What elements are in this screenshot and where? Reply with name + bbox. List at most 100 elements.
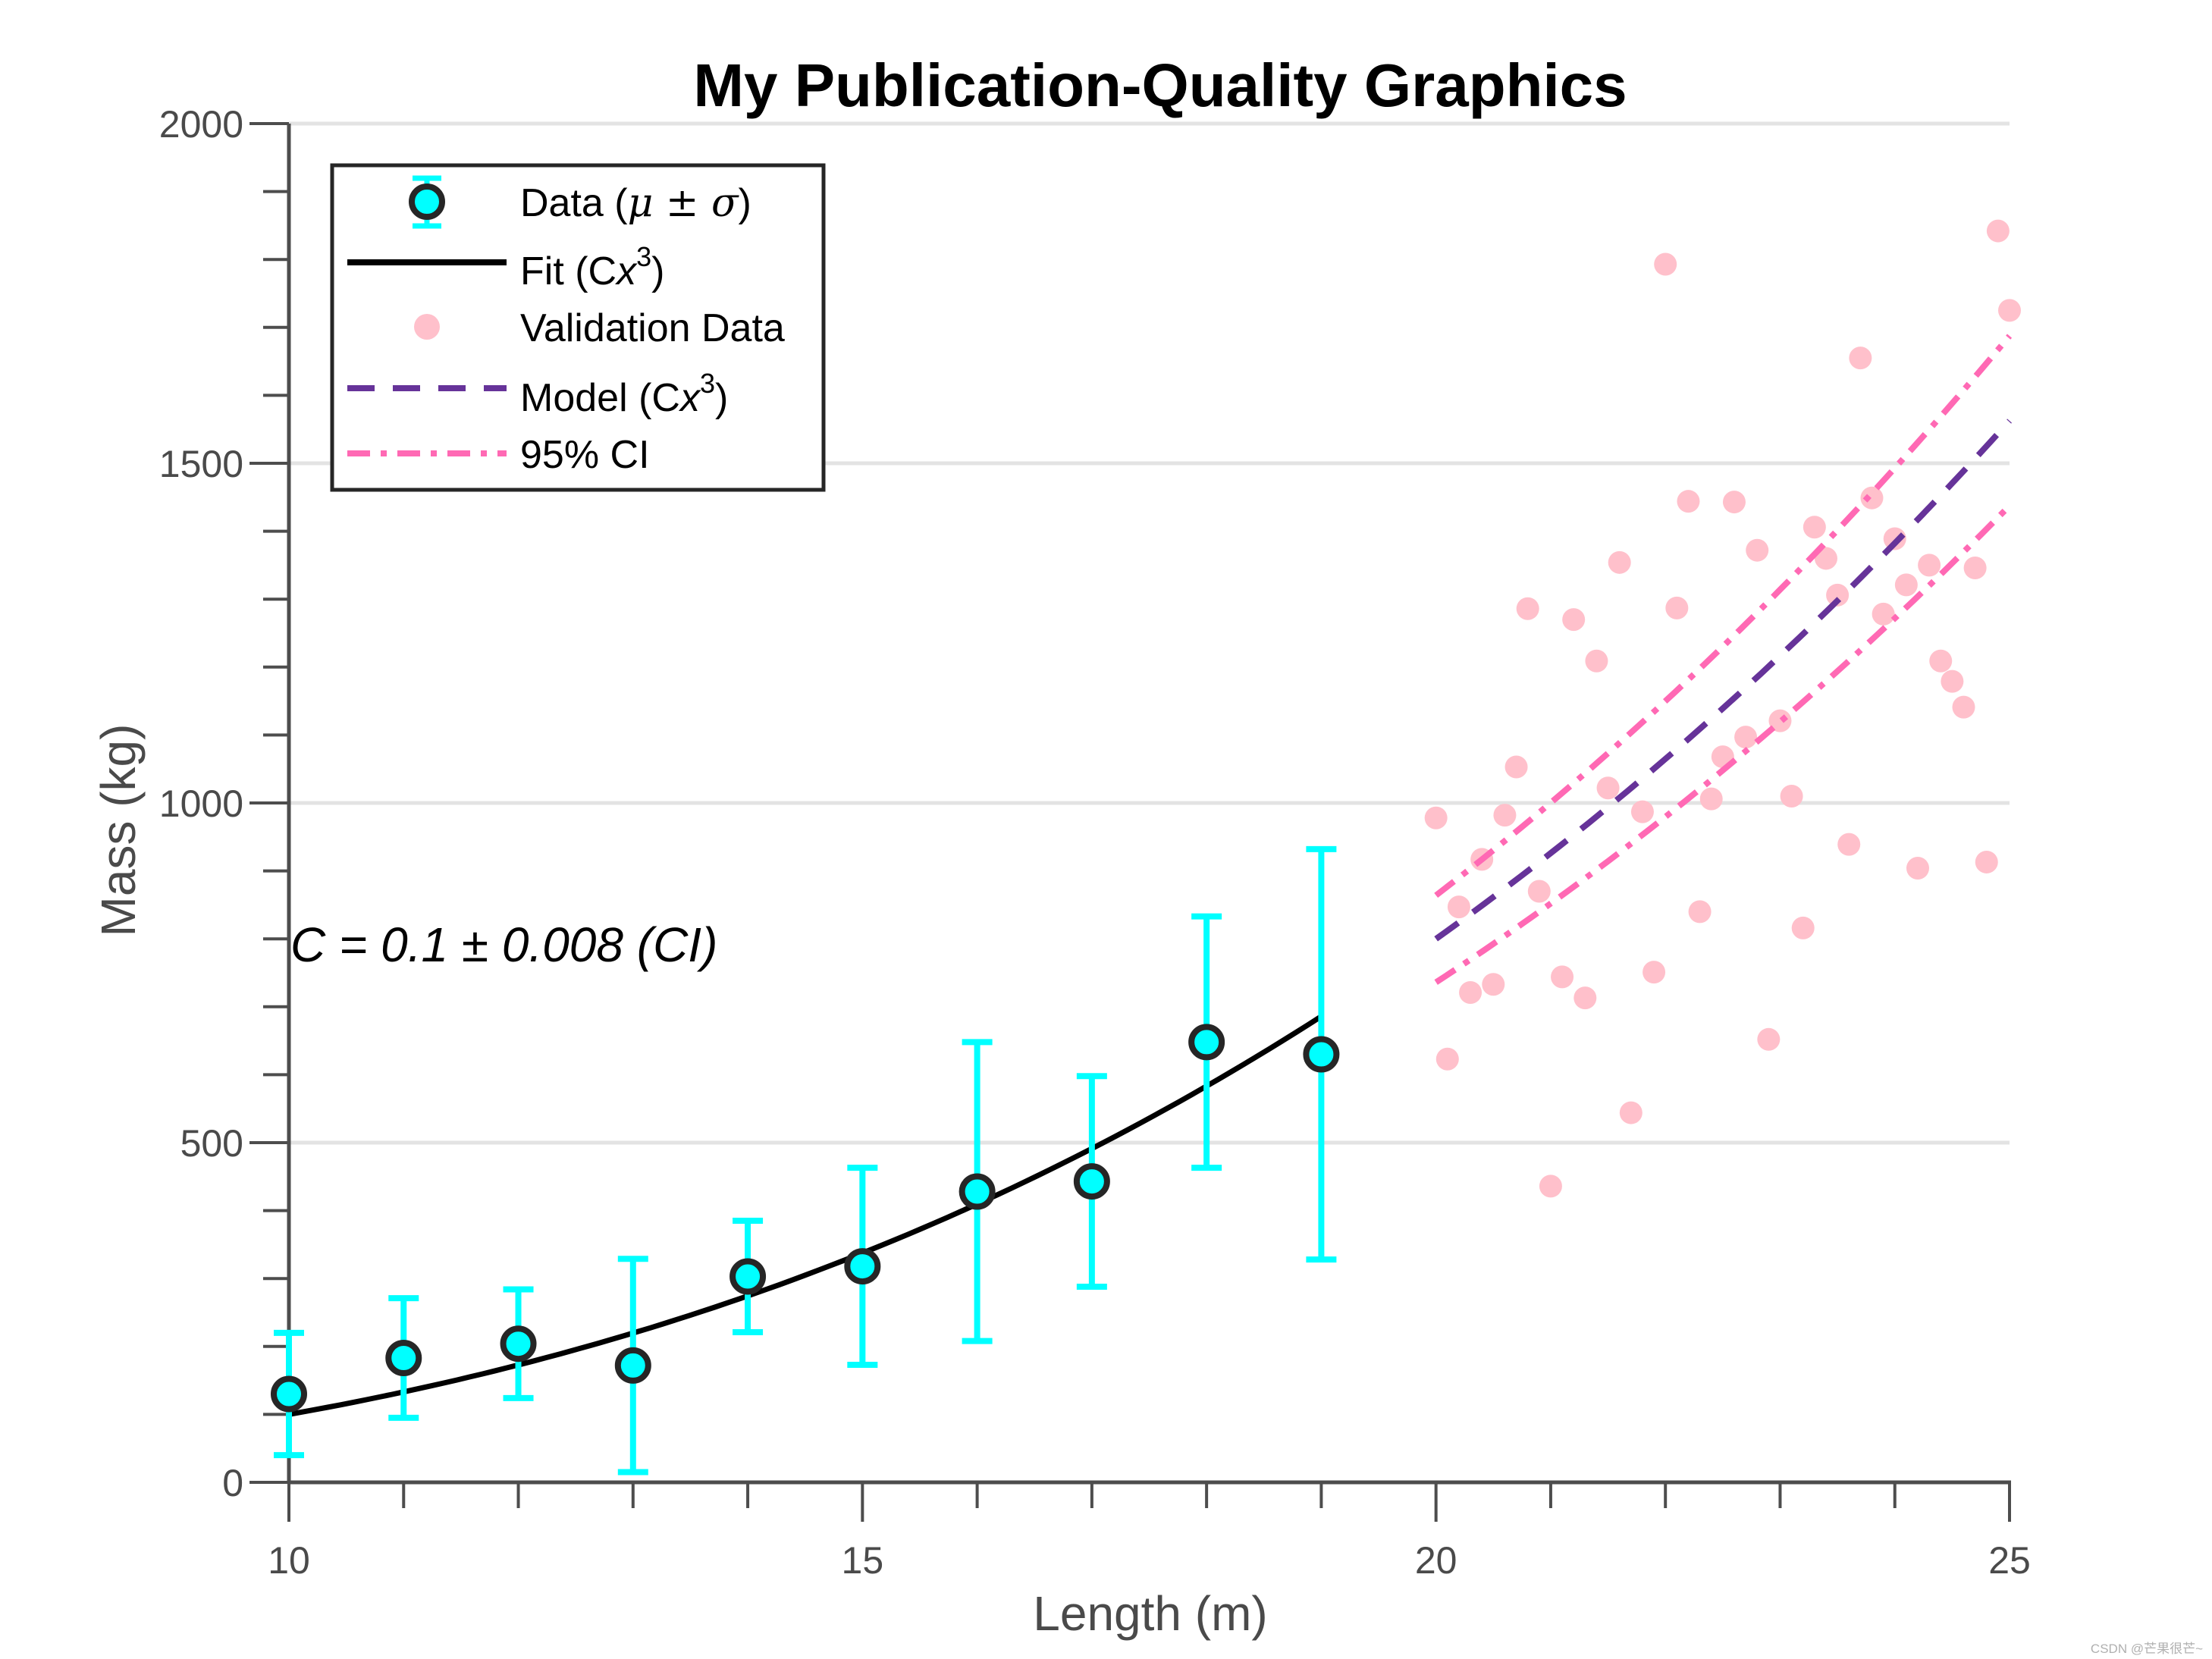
- validation-point-13: [1574, 986, 1597, 1010]
- y-tick-label-1000: 1000: [159, 782, 243, 825]
- y-tick-label-2000: 2000: [159, 103, 243, 146]
- data-point-2: [500, 1286, 537, 1401]
- plot-area: [271, 219, 2021, 1476]
- validation-point-34: [1814, 547, 1837, 570]
- validation-point-36: [1837, 833, 1861, 856]
- validation-point-32: [1791, 916, 1815, 939]
- data-marker-0: [271, 1375, 307, 1413]
- validation-point-18: [1630, 800, 1654, 823]
- data-point-1: [385, 1295, 422, 1421]
- legend-item-validation: Validation Data: [414, 306, 785, 350]
- data-marker-9: [1303, 1036, 1340, 1073]
- x-tick-label-20: 20: [1415, 1539, 1457, 1582]
- data-marker-7: [1073, 1163, 1110, 1200]
- legend-item-fit: Fit (Cx3): [347, 241, 664, 293]
- data-point-6: [959, 1039, 996, 1344]
- x-tick-label-15: 15: [842, 1539, 884, 1582]
- validation-point-30: [1768, 709, 1792, 732]
- validation-point-50: [1998, 299, 2021, 322]
- validation-point-6: [1493, 804, 1517, 827]
- validation-point-26: [1722, 491, 1746, 514]
- data-marker-2: [500, 1325, 537, 1363]
- data-marker-3: [614, 1347, 651, 1384]
- data-marker-4: [729, 1258, 767, 1295]
- fit-coefficient-annotation: C = 0.1 ± 0.008 (CI): [290, 917, 717, 972]
- data-point-4: [729, 1218, 767, 1335]
- validation-point-20: [1654, 252, 1677, 276]
- validation-point-5: [1482, 973, 1505, 996]
- validation-point-42: [1906, 857, 1929, 880]
- legend-label-validation: Validation Data: [520, 306, 785, 350]
- series-95-ci: [1434, 334, 2013, 985]
- series-validation-data: [1424, 219, 2021, 1198]
- y-tick-label-0: 0: [222, 1462, 243, 1504]
- legend-marker-data: [409, 175, 445, 229]
- series-model: [1434, 419, 2012, 942]
- legend-item-model: Model (Cx3): [347, 368, 728, 420]
- data-point-0: [271, 1329, 307, 1459]
- legend-item-ci: 95% CI: [347, 433, 650, 477]
- data-point-5: [844, 1165, 881, 1368]
- data-marker-1: [385, 1340, 422, 1377]
- legend-label-fit: Fit (Cx3): [520, 241, 664, 293]
- validation-point-1: [1435, 1047, 1459, 1071]
- ci-lower-line: [1434, 503, 2012, 985]
- validation-point-0: [1424, 806, 1448, 830]
- data-point-3: [614, 1256, 651, 1476]
- legend-label-ci: 95% CI: [520, 433, 650, 477]
- validation-point-27: [1734, 726, 1758, 749]
- legend: Data (μ ± σ) Fit (Cx3) Validation Data M…: [330, 163, 826, 492]
- validation-point-46: [1952, 695, 1975, 719]
- validation-point-23: [1688, 900, 1712, 924]
- data-point-7: [1073, 1073, 1110, 1290]
- x-tick-label-25: 25: [1988, 1539, 2031, 1582]
- validation-point-43: [1918, 554, 1941, 577]
- legend-marker-validation: [414, 314, 440, 340]
- validation-point-37: [1849, 347, 1872, 370]
- validation-point-35: [1826, 583, 1850, 607]
- validation-point-45: [1941, 670, 1964, 693]
- axes: 0 500 1000 1500 2000 10 15 20 25: [159, 103, 2031, 1582]
- x-tick-label-10: 10: [268, 1539, 310, 1582]
- validation-point-41: [1894, 573, 1918, 597]
- y-axis-label: Mass (kg): [91, 724, 146, 937]
- chart-title: My Publication-Quality Graphics: [693, 52, 1627, 119]
- validation-point-9: [1527, 880, 1551, 903]
- validation-point-48: [1975, 850, 1998, 873]
- ci-upper-line: [1434, 334, 2013, 898]
- validation-point-47: [1963, 556, 1987, 579]
- fit-line: [288, 1014, 1323, 1417]
- x-axis-label: Length (m): [1033, 1586, 1267, 1641]
- y-tick-label-1500: 1500: [159, 443, 243, 485]
- data-point-8: [1188, 913, 1225, 1171]
- legend-label-data: Data (μ ± σ): [520, 180, 751, 226]
- legend-box: [330, 163, 826, 492]
- validation-point-8: [1516, 597, 1539, 620]
- validation-point-29: [1757, 1027, 1781, 1051]
- validation-point-22: [1677, 490, 1700, 513]
- validation-point-31: [1780, 785, 1803, 808]
- model-line: [1434, 419, 2012, 942]
- validation-point-14: [1585, 649, 1608, 673]
- data-marker-5: [844, 1248, 881, 1285]
- validation-point-44: [1929, 649, 1953, 673]
- validation-point-38: [1860, 486, 1884, 510]
- validation-point-24: [1699, 787, 1723, 811]
- validation-point-7: [1504, 755, 1528, 779]
- validation-point-49: [1986, 219, 2010, 243]
- validation-point-17: [1619, 1101, 1643, 1124]
- validation-point-12: [1562, 608, 1586, 632]
- data-point-9: [1303, 845, 1340, 1263]
- validation-point-28: [1746, 538, 1769, 562]
- validation-point-10: [1539, 1174, 1562, 1198]
- watermark: CSDN @芒果很芒~: [2091, 1642, 2203, 1656]
- validation-point-19: [1643, 961, 1666, 984]
- series-data-errorbars: [271, 845, 1340, 1476]
- validation-point-16: [1608, 550, 1631, 574]
- data-marker-8: [1188, 1024, 1225, 1061]
- validation-point-11: [1551, 965, 1574, 989]
- y-tick-label-500: 500: [180, 1122, 243, 1165]
- series-fit: [288, 1014, 1323, 1417]
- validation-point-3: [1459, 980, 1483, 1004]
